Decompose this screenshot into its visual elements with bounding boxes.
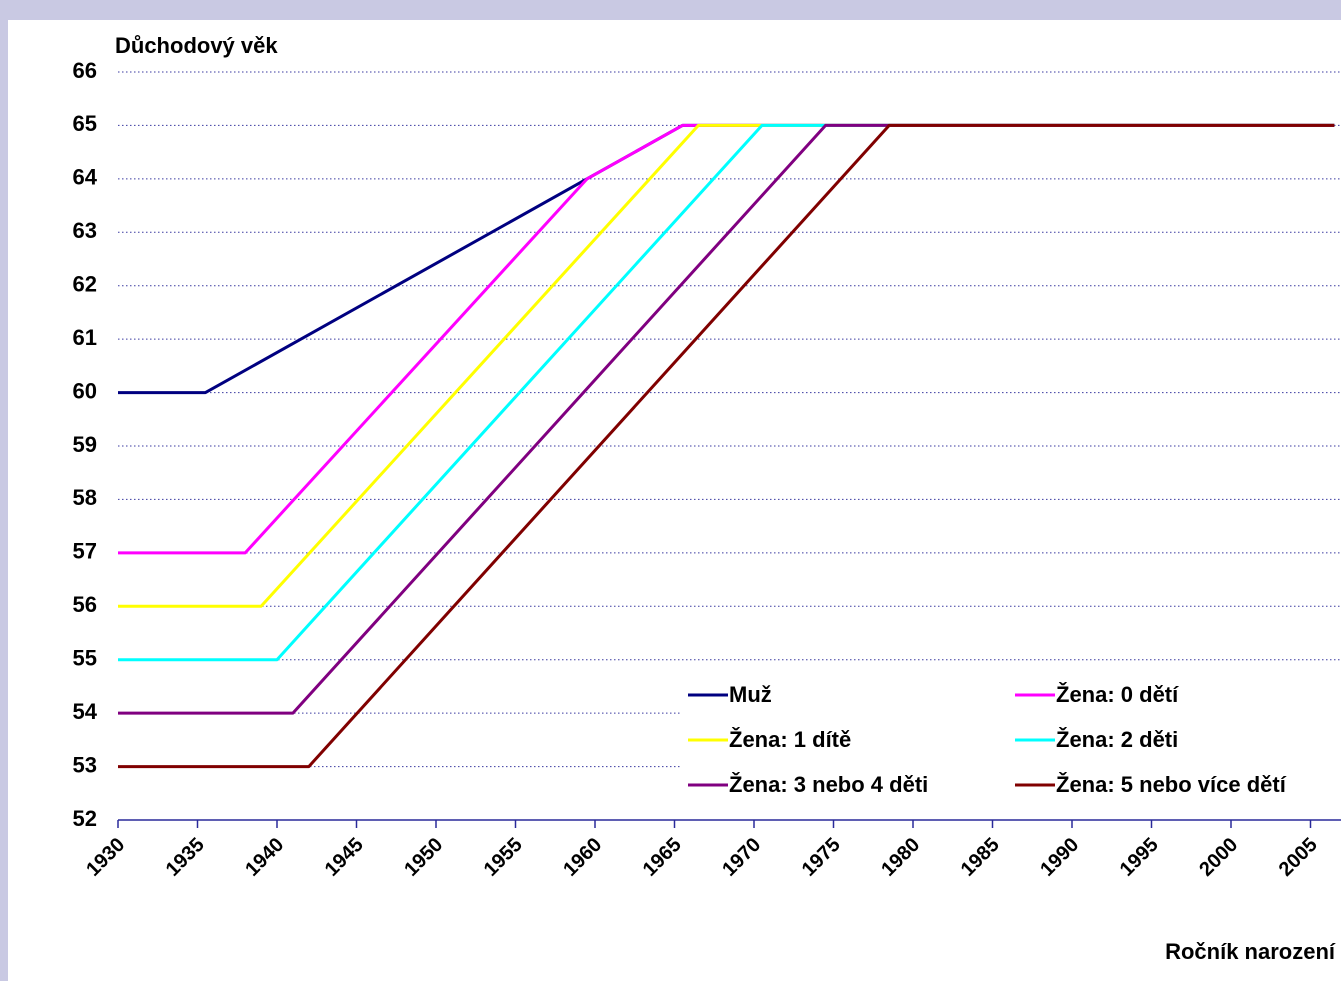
y-tick-label: 60 — [73, 378, 97, 403]
y-tick-label: 61 — [73, 325, 97, 350]
y-tick-label: 54 — [73, 699, 98, 724]
y-tick-label: 62 — [73, 272, 97, 297]
legend-label: Žena: 1 dítě — [729, 727, 851, 752]
y-tick-label: 66 — [73, 58, 97, 83]
legend: Muž Žena: 0 dětí Žena: 1 dítě Žena: 2 děti Ž… — [680, 674, 1341, 808]
plot-background — [8, 20, 1341, 981]
y-tick-label: 56 — [73, 592, 97, 617]
y-tick-label: 58 — [73, 485, 97, 510]
y-axis-title: Důchodový věk — [115, 33, 278, 58]
y-tick-label: 59 — [73, 432, 97, 457]
legend-label: Žena: 0 dětí — [1056, 682, 1179, 707]
legend-label: Žena: 3 nebo 4 děti — [729, 772, 928, 797]
y-tick-label: 65 — [73, 111, 97, 136]
series-line — [118, 123, 1335, 769]
y-tick-label: 55 — [73, 646, 97, 671]
x-axis-title: Ročník narození — [1165, 939, 1336, 964]
y-tick-label: 63 — [73, 218, 97, 243]
y-tick-label: 52 — [73, 806, 97, 831]
legend-background — [680, 674, 1341, 808]
y-tick-label: 64 — [73, 165, 98, 190]
legend-label: Muž — [729, 682, 772, 707]
legend-label: Žena: 2 děti — [1056, 727, 1178, 752]
legend-label: Žena: 5 nebo více dětí — [1056, 772, 1287, 797]
y-tick-label: 53 — [73, 752, 97, 777]
y-tick-label: 57 — [73, 539, 97, 564]
